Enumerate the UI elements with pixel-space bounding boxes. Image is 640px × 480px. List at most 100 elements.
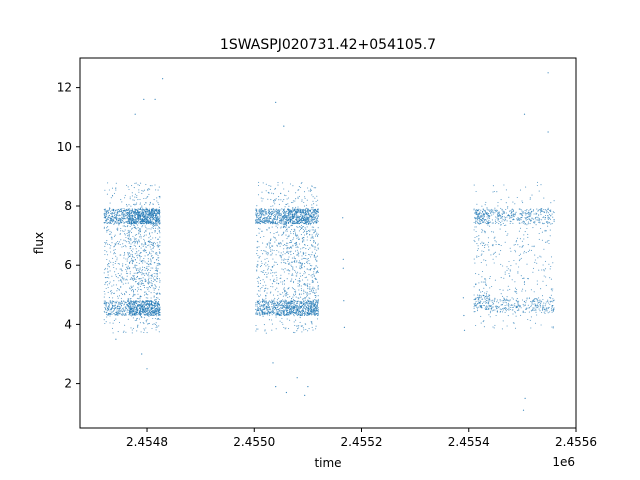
data-point: [300, 234, 302, 236]
data-point: [148, 233, 151, 235]
data-point: [310, 268, 312, 270]
data-point: [301, 305, 304, 307]
data-point: [260, 271, 262, 273]
data-point: [260, 213, 262, 215]
data-point: [297, 300, 299, 302]
data-point: [307, 279, 309, 281]
data-point: [288, 190, 290, 192]
data-point: [159, 252, 161, 255]
data-point: [129, 278, 131, 281]
data-point: [151, 282, 153, 285]
data-point: [294, 222, 297, 224]
data-point: [301, 213, 303, 215]
data-point: [274, 314, 276, 316]
data-point: [159, 312, 161, 314]
data-point: [292, 223, 295, 225]
data-point: [144, 312, 146, 314]
data-point: [108, 297, 110, 299]
data-point: [272, 205, 274, 207]
data-point: [149, 306, 151, 308]
data-point: [139, 203, 141, 205]
data-point: [258, 302, 260, 304]
data-point: [158, 259, 160, 261]
data-point: [135, 272, 137, 274]
data-point: [297, 309, 299, 311]
data-point: [130, 243, 132, 245]
data-point: [313, 256, 315, 258]
data-point: [155, 222, 157, 224]
data-point: [112, 264, 114, 266]
data-point: [290, 309, 292, 311]
data-point: [309, 286, 311, 288]
data-point: [267, 306, 269, 308]
data-point: [114, 211, 116, 213]
data-point: [281, 303, 283, 305]
data-point: [286, 251, 288, 253]
data-point: [123, 207, 125, 210]
data-point: [107, 209, 109, 211]
data-point: [129, 302, 131, 304]
data-point: [305, 254, 307, 256]
data-point: [301, 199, 303, 201]
data-point: [124, 309, 126, 311]
data-point: [140, 247, 142, 249]
data-point: [298, 252, 300, 254]
data-point: [111, 301, 113, 303]
data-point: [151, 304, 153, 306]
data-point: [104, 217, 106, 219]
data-point: [108, 189, 110, 191]
data-point: [130, 246, 132, 248]
data-point: [148, 193, 150, 195]
data-point: [284, 289, 286, 291]
data-point: [292, 331, 295, 333]
data-point: [127, 268, 129, 270]
data-point: [148, 219, 150, 221]
data-point: [127, 300, 129, 302]
data-point: [257, 219, 259, 221]
data-point: [261, 309, 263, 311]
data-point: [304, 263, 306, 265]
data-point: [120, 292, 122, 294]
data-point: [312, 288, 314, 290]
data-point: [302, 231, 304, 233]
data-point: [258, 209, 260, 211]
data-point: [145, 280, 147, 282]
data-point: [292, 302, 294, 304]
data-point: [133, 272, 135, 274]
data-point: [292, 300, 294, 302]
data-point: [136, 300, 138, 302]
data-point: [274, 222, 276, 224]
data-point: [267, 216, 269, 218]
data-point: [300, 285, 302, 287]
data-point: [278, 199, 280, 201]
data-point: [108, 243, 110, 246]
data-point: [309, 211, 311, 213]
data-point: [269, 242, 272, 244]
data-point: [290, 310, 293, 312]
data-point: [155, 286, 157, 288]
data-point: [301, 227, 303, 230]
data-point: [263, 210, 265, 212]
data-point: [156, 310, 158, 312]
data-point: [264, 299, 266, 301]
data-point: [141, 243, 143, 245]
data-point: [126, 311, 128, 313]
data-point: [264, 219, 266, 221]
data-point: [158, 304, 160, 306]
data-point: [144, 255, 146, 257]
data-point: [310, 290, 312, 292]
data-point: [147, 283, 149, 285]
data-point: [276, 249, 278, 252]
data-point: [137, 308, 139, 310]
data-point: [259, 305, 261, 308]
data-point: [145, 291, 147, 293]
data-point: [286, 318, 288, 320]
data-point: [143, 311, 145, 313]
data-point: [107, 215, 109, 217]
data-point: [121, 210, 123, 212]
data-point: [127, 305, 129, 307]
data-point: [134, 319, 136, 322]
data-point: [107, 218, 109, 220]
data-point: [264, 304, 266, 306]
data-point: [298, 284, 301, 286]
